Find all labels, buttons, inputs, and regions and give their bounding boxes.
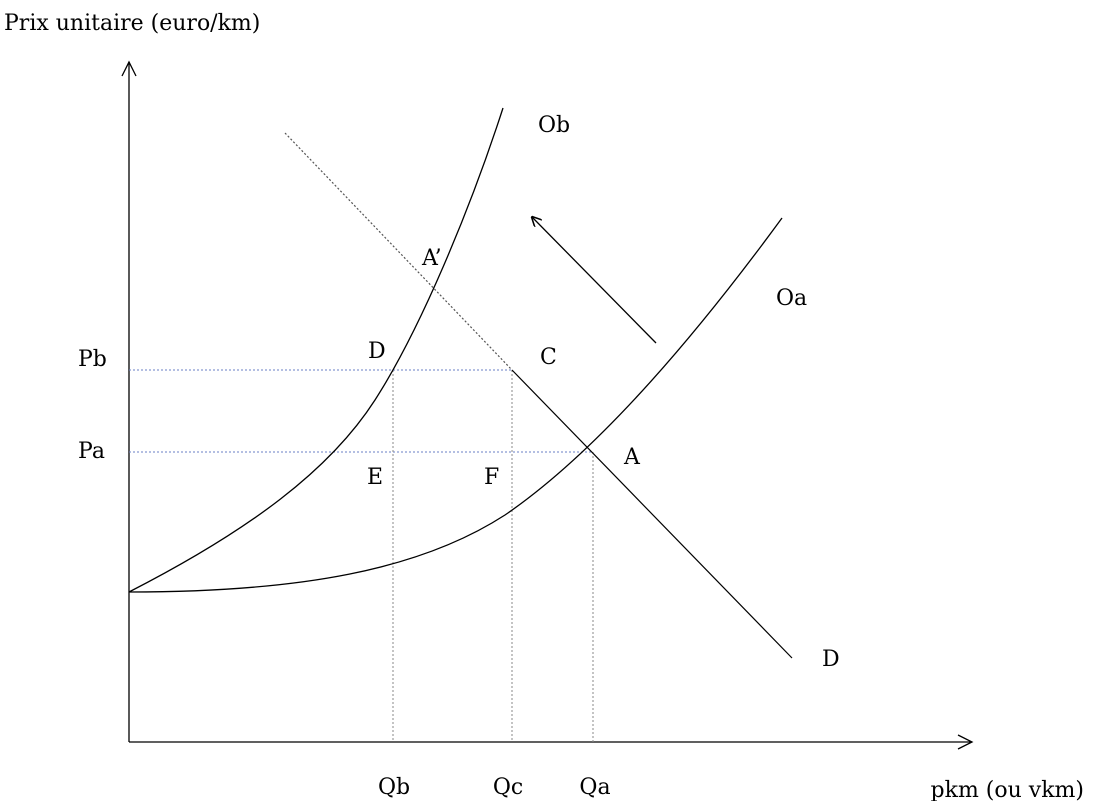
curve-label-ob: Ob bbox=[538, 113, 570, 138]
demand-curve-dotted bbox=[284, 132, 513, 371]
demand-curve bbox=[511, 369, 793, 659]
curve-label-oa: Oa bbox=[776, 286, 807, 311]
point-label-c: C bbox=[540, 345, 557, 370]
shift-arrow bbox=[532, 217, 657, 344]
price-label-pb: Pb bbox=[78, 347, 107, 372]
y-axis-arrowhead bbox=[121, 60, 137, 77]
curve-label-demand: D bbox=[822, 647, 840, 672]
quantity-label-qa: Qa bbox=[579, 775, 610, 800]
quantity-label-qb: Qb bbox=[378, 775, 410, 800]
point-label-d: D bbox=[368, 339, 386, 364]
quantity-label-qc: Qc bbox=[493, 775, 523, 800]
x-axis-title: pkm (ou vkm) bbox=[931, 778, 1084, 801]
point-label-e: E bbox=[367, 465, 383, 490]
point-label-a-prime: A’ bbox=[421, 246, 442, 271]
price-label-pa: Pa bbox=[78, 439, 105, 464]
y-axis-title: Prix unitaire (euro/km) bbox=[4, 11, 260, 36]
point-label-f: F bbox=[484, 465, 499, 490]
point-label-a: A bbox=[623, 445, 641, 470]
supply-curve-ob bbox=[128, 107, 504, 593]
supply-curve-oa bbox=[128, 217, 783, 593]
x-axis-arrowhead bbox=[957, 734, 974, 750]
